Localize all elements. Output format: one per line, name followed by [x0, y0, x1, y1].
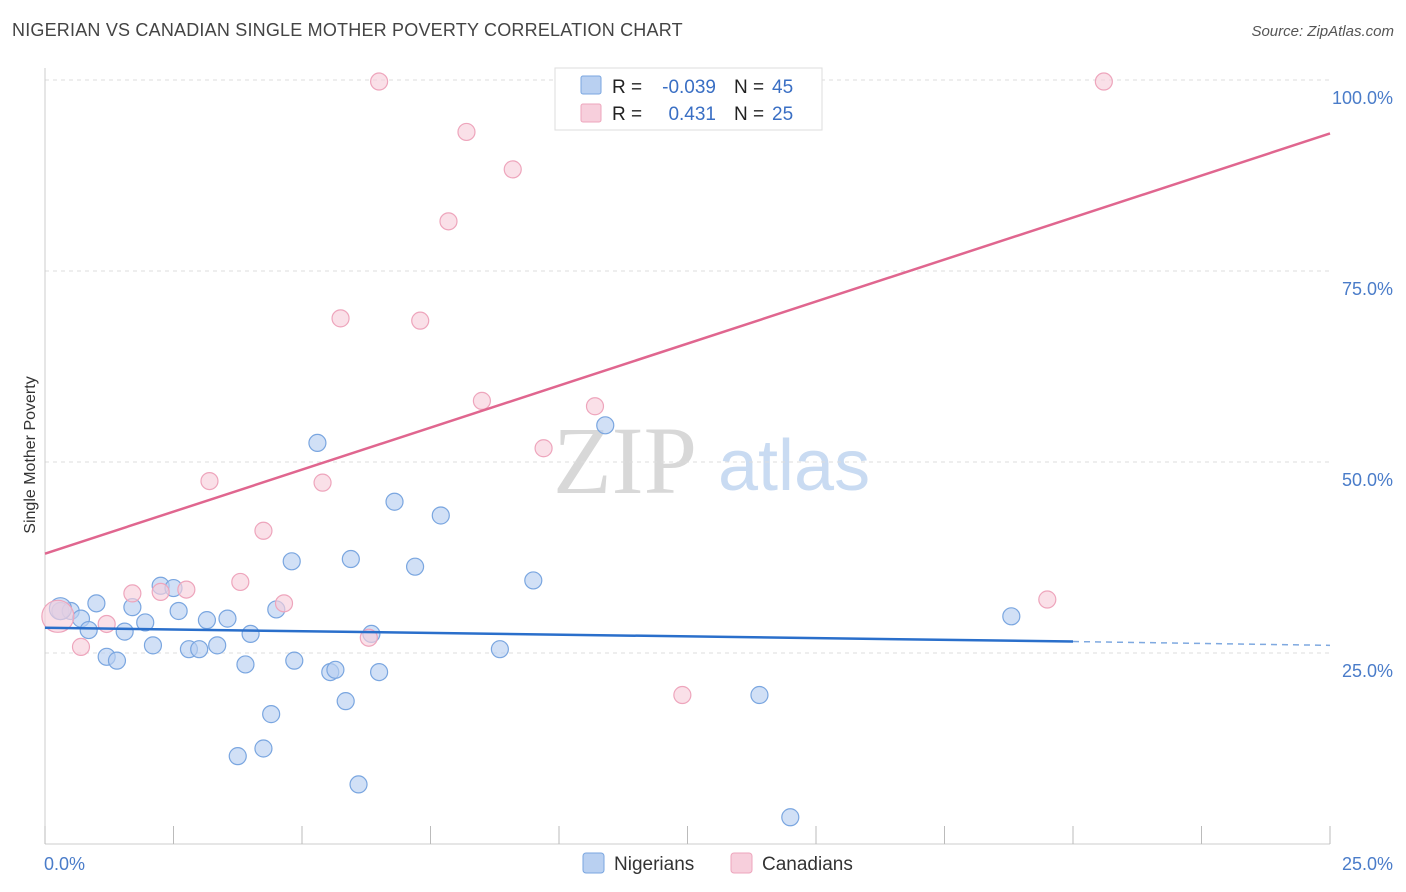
point-nigerians-34 [370, 662, 389, 682]
legend-r-value-canadians: 0.431 [668, 104, 716, 125]
point-nigerians-26 [285, 651, 304, 670]
point-nigerians-29 [326, 660, 345, 679]
legend-n-value-canadians: 25 [772, 104, 793, 125]
point-canadians-14 [411, 311, 430, 330]
point-canadians-4 [151, 582, 170, 601]
legend-n-value-nigerians: 45 [772, 77, 793, 98]
point-nigerians-10 [143, 636, 163, 655]
series-legend-label-nigerians: Nigerians [614, 854, 694, 875]
point-nigerians-22 [254, 739, 273, 758]
legend-n-label-canadians: N = [734, 104, 764, 125]
point-nigerians-27 [308, 433, 327, 452]
point-nigerians-36 [405, 557, 425, 576]
trend-line-extension-nigerians [1072, 640, 1331, 647]
legend-r-label-nigerians: R = [612, 77, 642, 98]
point-nigerians-19 [228, 747, 247, 766]
source-credit: Source: ZipAtlas.com [1251, 23, 1394, 40]
point-canadians-3 [123, 584, 142, 603]
legend-r-label-canadians: R = [612, 104, 642, 125]
stats-legend: R = -0.039 N = 45 R = 0.431 N = 25 [554, 67, 823, 131]
point-nigerians-13 [169, 601, 188, 621]
y-axis-label: Single Mother Poverty [22, 376, 39, 533]
trend-line-canadians [44, 132, 1331, 555]
point-nigerians-25 [282, 552, 301, 571]
point-canadians-15 [439, 212, 458, 231]
point-nigerians-6 [107, 651, 127, 670]
point-nigerians-18 [218, 609, 237, 628]
legend-swatch-nigerians [580, 75, 602, 95]
legend-r-value-nigerians: -0.039 [662, 77, 716, 98]
trend-line-nigerians [44, 626, 1074, 643]
x-tick-label-max: 25.0% [1342, 854, 1393, 874]
point-nigerians-3 [79, 620, 98, 640]
legend-swatch-canadians [580, 103, 602, 123]
point-nigerians-30 [336, 692, 355, 711]
y-tick-label-75: 75.0% [1342, 279, 1393, 299]
y-tick-label-25: 25.0% [1342, 661, 1393, 681]
point-nigerians-20 [236, 655, 255, 674]
point-canadians-10 [313, 473, 332, 492]
trend-lines [44, 132, 1331, 647]
legend-n-label-nigerians: N = [734, 77, 764, 98]
point-canadians-18 [503, 160, 522, 179]
series-legend: Nigerians Canadians [582, 852, 853, 875]
series-legend-swatch-nigerians [582, 852, 605, 874]
point-nigerians-15 [190, 640, 209, 659]
point-canadians-17 [472, 391, 491, 410]
watermark-zip: ZIP [553, 407, 697, 514]
x-tick-labels: 0.0% 25.0% [44, 854, 1393, 874]
y-tick-label-100: 100.0% [1332, 88, 1393, 108]
point-nigerians-23 [262, 705, 281, 724]
point-nigerians-31 [341, 549, 360, 569]
point-nigerians-38 [490, 640, 509, 659]
point-nigerians-21 [241, 624, 260, 644]
point-nigerians-42 [781, 808, 800, 827]
series-legend-label-canadians: Canadians [762, 854, 853, 875]
point-nigerians-16 [197, 611, 217, 630]
point-canadians-7 [231, 572, 250, 592]
point-canadians-22 [673, 685, 692, 705]
chart-title: NIGERIAN VS CANADIAN SINGLE MOTHER POVER… [12, 20, 683, 40]
point-nigerians-35 [385, 492, 404, 511]
point-canadians-0 [41, 599, 75, 633]
point-canadians-11 [331, 309, 350, 328]
data-points [41, 72, 1113, 827]
point-canadians-9 [274, 594, 294, 613]
point-canadians-13 [370, 72, 389, 91]
point-nigerians-39 [524, 571, 543, 590]
point-nigerians-41 [750, 685, 769, 705]
point-nigerians-17 [208, 636, 227, 655]
point-nigerians-7 [115, 622, 134, 641]
watermark-atlas: atlas [718, 426, 870, 506]
point-canadians-16 [457, 122, 476, 142]
point-canadians-8 [254, 521, 273, 540]
point-canadians-5 [177, 580, 196, 599]
gridlines [45, 79, 1330, 654]
point-canadians-20 [585, 397, 605, 416]
point-canadians-19 [534, 439, 553, 458]
y-tick-label-50: 50.0% [1342, 470, 1393, 490]
point-canadians-24 [1094, 72, 1113, 91]
point-canadians-23 [1038, 590, 1057, 609]
series-legend-swatch-canadians [730, 852, 753, 874]
point-nigerians-37 [431, 506, 450, 525]
point-nigerians-4 [87, 594, 106, 613]
point-nigerians-43 [1002, 607, 1021, 626]
point-nigerians-32 [349, 775, 368, 794]
x-tick-label-min: 0.0% [44, 854, 85, 874]
x-ticks [44, 826, 1331, 844]
point-canadians-1 [71, 637, 91, 656]
point-nigerians-9 [136, 613, 155, 632]
y-tick-labels: 25.0% 50.0% 75.0% 100.0% [1332, 88, 1393, 681]
point-nigerians-40 [596, 416, 615, 435]
point-canadians-6 [200, 472, 219, 491]
point-canadians-12 [359, 628, 378, 647]
